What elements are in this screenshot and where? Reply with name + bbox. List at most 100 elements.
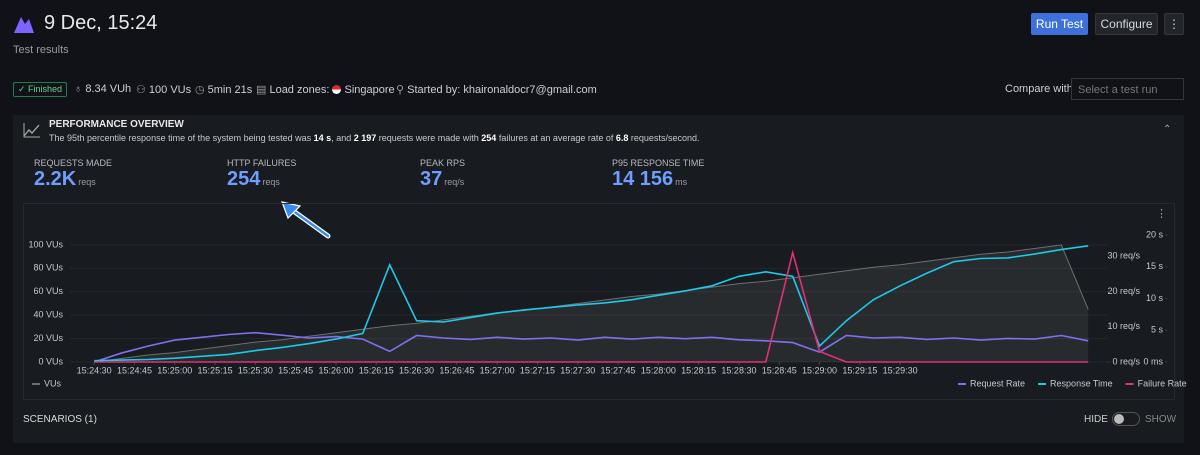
description-text: requests/second. [628, 133, 700, 143]
x-tick-label: 15:29:00 [802, 365, 837, 375]
series-line [93, 331, 1089, 363]
vuh: ♁ 8.34 VUh [74, 83, 132, 95]
zones-label: Load zones: [269, 84, 330, 96]
check-icon: ✓ [18, 84, 29, 94]
description-highlight: 2 197 [353, 133, 377, 143]
description-highlight: 254 [481, 133, 497, 143]
metric: 37 req/s [420, 168, 464, 191]
y2-tick-label: 0 req/s [1112, 356, 1140, 366]
metric-label: REQUESTS MADE [34, 158, 113, 168]
annotation-arrow [281, 201, 331, 239]
x-tick-label: 15:27:30 [560, 365, 595, 375]
metric: 254 reqs [227, 168, 280, 191]
scenarios-title: SCENARIOS (1) [23, 414, 97, 425]
y-tick-label: 20 VUs [33, 333, 63, 343]
x-tick-label: 15:28:45 [762, 365, 797, 375]
metric-value: 254 [227, 168, 261, 190]
run-test-button[interactable]: Run Test [1031, 13, 1088, 35]
legend-label: Response Time [1050, 378, 1113, 388]
started-by: ⚲ Started by: khaironaldocr7@gmail.com [396, 84, 597, 96]
y3-tick-label: 20 s [1146, 229, 1164, 239]
x-tick-label: 15:29:30 [883, 365, 918, 375]
duration-text: 5min 21s [207, 84, 253, 96]
zone-text: Singapore [344, 84, 395, 96]
more-button[interactable]: ⋮ [1164, 13, 1184, 35]
x-tick-label: 15:25:30 [238, 365, 273, 375]
flag [332, 85, 342, 94]
metric-unit: reqs [262, 177, 280, 187]
started-text: Started by: khaironaldocr7@gmail.com [407, 84, 597, 96]
y2-tick-label: 30 req/s [1107, 251, 1140, 261]
vuh-text: 8.34 VUh [85, 83, 132, 95]
y-tick-label: 80 VUs [33, 263, 63, 273]
metric: 14 156 ms [612, 168, 687, 191]
y-tick-label: 0 VUs [38, 356, 63, 366]
compare-label: Compare with [1005, 83, 1073, 95]
y3-tick-label: 10 s [1146, 293, 1164, 303]
metric-unit: reqs [78, 177, 96, 187]
x-tick-label: 15:25:45 [278, 365, 313, 375]
chart-frame [23, 203, 1175, 400]
overview-title: PERFORMANCE OVERVIEW [49, 119, 184, 130]
compare-select[interactable]: Select a test run [1071, 78, 1184, 100]
y2-tick-label: 20 req/s [1107, 286, 1140, 296]
toggle[interactable] [1112, 412, 1140, 426]
x-tick-label: 15:25:00 [157, 365, 192, 375]
metric-label: P95 RESPONSE TIME [612, 158, 705, 168]
chart-menu[interactable]: ⋮ [1156, 208, 1167, 220]
configure-button[interactable]: Configure [1095, 13, 1158, 35]
metric-value: 2.2K [34, 168, 77, 190]
metric-label: HTTP FAILURES [227, 158, 297, 168]
legend-label: VUs [44, 378, 62, 388]
duration: ◷ 5min 21s [195, 84, 253, 96]
x-tick-label: 15:24:30 [77, 365, 112, 375]
show-label: SHOW [1145, 414, 1177, 425]
subtitle: Test results [13, 44, 69, 56]
legend-label: Failure Rate [1138, 378, 1187, 388]
series-line [94, 244, 1089, 363]
x-tick-label: 15:26:45 [439, 365, 474, 375]
x-tick-label: 15:26:00 [318, 365, 353, 375]
description-highlight: 6.8 [615, 133, 629, 143]
x-tick-label: 15:28:30 [721, 365, 756, 375]
vus: ⚇ 100 VUs [136, 84, 192, 96]
description-text: , and [331, 133, 354, 143]
x-tick-label: 15:27:00 [480, 365, 515, 375]
collapse-chevron[interactable]: ⌃ [1163, 124, 1172, 135]
metric-unit: ms [675, 177, 688, 187]
x-tick-label: 15:28:15 [681, 365, 716, 375]
x-tick-label: 15:29:15 [842, 365, 877, 375]
x-tick-label: 15:27:45 [601, 365, 636, 375]
metric-value: 37 [420, 168, 443, 190]
y-tick-label: 100 VUs [28, 239, 63, 249]
x-tick-label: 15:26:30 [399, 365, 434, 375]
series-line [94, 249, 1089, 363]
description-text: The 95th percentile response time of the… [49, 133, 314, 143]
y3-tick-label: 0 ms [1143, 356, 1163, 366]
page-title: 9 Dec, 15:24 [44, 12, 158, 34]
y3-tick-label: 5 s [1151, 325, 1164, 335]
y2-tick-label: 10 req/s [1107, 321, 1140, 331]
logo [14, 17, 34, 33]
x-tick-label: 15:26:15 [359, 365, 394, 375]
description-highlight: 14 s [313, 133, 332, 143]
overview-description: The 95th percentile response time of the… [49, 133, 699, 143]
x-tick-label: 15:28:00 [641, 365, 676, 375]
load-zones: ▤ Load zones: Singapore [256, 84, 395, 96]
y-tick-label: 40 VUs [33, 310, 63, 320]
y3-tick-label: 15 s [1146, 261, 1164, 271]
x-tick-label: 15:25:15 [198, 365, 233, 375]
metric-unit: req/s [444, 177, 465, 187]
description-text: requests were made with [376, 133, 482, 143]
x-tick-label: 15:24:45 [117, 365, 152, 375]
x-tick-label: 15:27:15 [520, 365, 555, 375]
metric-label: PEAK RPS [420, 158, 466, 168]
panel [13, 115, 1184, 443]
metric: 2.2K reqs [34, 168, 96, 191]
vus-text: 100 VUs [148, 84, 192, 96]
overview-icon [23, 123, 40, 138]
series-line [94, 245, 1089, 362]
description-text: failures at an average rate of [496, 133, 616, 143]
